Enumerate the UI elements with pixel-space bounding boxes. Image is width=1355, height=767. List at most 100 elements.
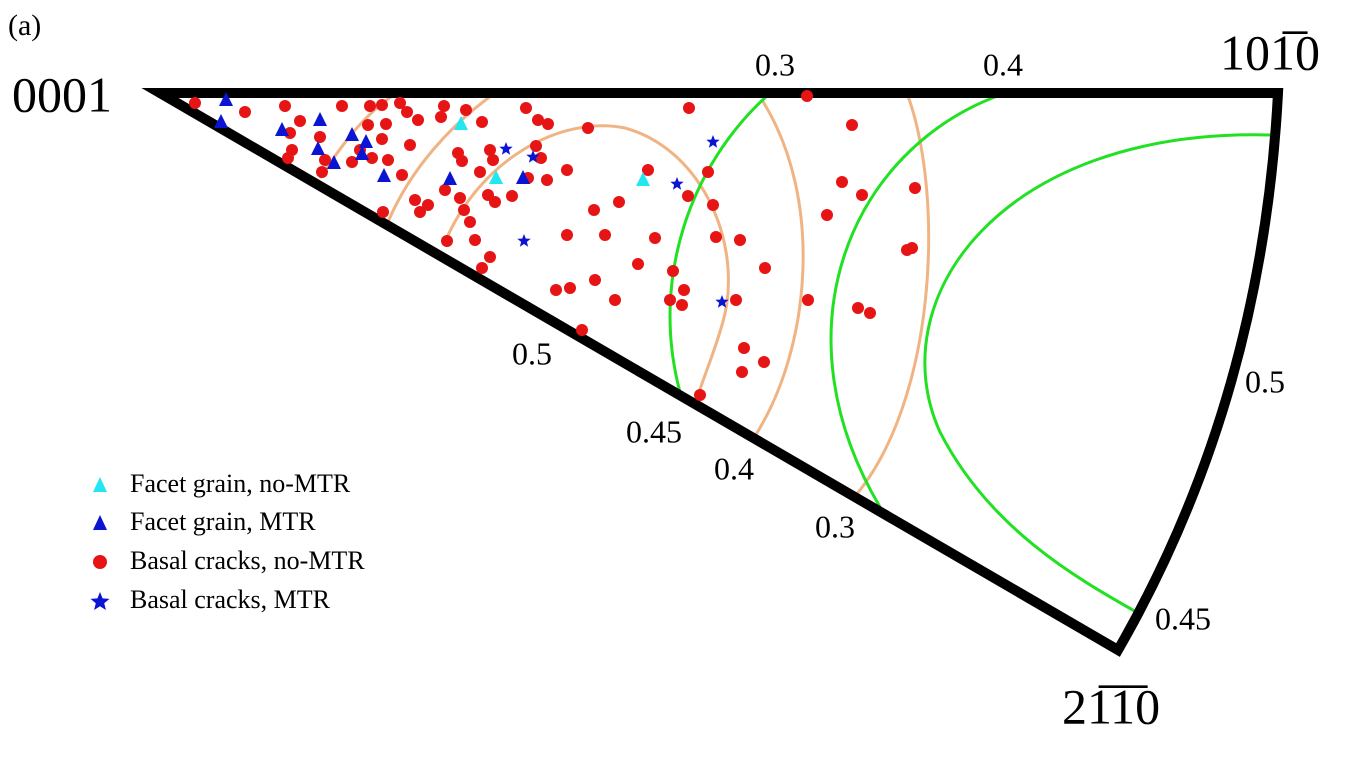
point	[476, 116, 488, 128]
point	[380, 118, 392, 130]
point	[414, 206, 426, 218]
point	[487, 154, 499, 166]
point	[683, 102, 695, 114]
contour-line	[386, 91, 496, 223]
point	[520, 102, 532, 114]
point	[469, 234, 481, 246]
contour-label: 0.4	[983, 46, 1023, 82]
contour-line	[923, 133, 1271, 615]
point	[564, 282, 576, 294]
contour-label: 0.4	[714, 450, 754, 486]
point	[376, 133, 388, 145]
point	[282, 152, 294, 164]
point	[664, 294, 676, 306]
point	[821, 209, 833, 221]
point	[412, 114, 424, 126]
triangle-outline	[141, 88, 1284, 657]
point	[489, 170, 503, 184]
point	[476, 262, 488, 274]
point	[836, 176, 848, 188]
contour-line	[443, 124, 730, 401]
legend-symbol	[93, 515, 107, 530]
point	[401, 106, 413, 118]
contour-label: 0.45	[626, 413, 682, 449]
point	[678, 284, 690, 296]
point	[409, 194, 421, 206]
point	[404, 139, 416, 151]
point	[561, 164, 573, 176]
point	[456, 155, 468, 167]
point	[376, 99, 388, 111]
point	[364, 100, 376, 112]
point	[670, 177, 684, 190]
point	[454, 116, 468, 130]
contour-line	[829, 93, 1001, 508]
point	[738, 342, 750, 354]
point	[489, 196, 501, 208]
point	[901, 244, 913, 256]
point	[715, 295, 729, 308]
point	[275, 122, 289, 136]
point	[439, 184, 451, 196]
point	[355, 146, 369, 160]
corner-label: 101̅0	[1220, 24, 1320, 80]
point	[667, 265, 679, 277]
point	[613, 196, 625, 208]
point	[377, 206, 389, 218]
point	[676, 299, 688, 311]
contour-label: 0.5	[512, 335, 552, 371]
point	[589, 274, 601, 286]
point	[706, 135, 720, 148]
point	[707, 199, 719, 211]
point	[582, 122, 594, 134]
point	[710, 231, 722, 243]
point	[758, 356, 770, 368]
point	[319, 154, 331, 166]
point	[759, 262, 771, 274]
point	[506, 190, 518, 202]
point	[460, 104, 472, 116]
contour-line	[854, 95, 931, 496]
point	[542, 118, 554, 130]
point	[438, 100, 450, 112]
point	[736, 366, 748, 378]
point	[474, 166, 486, 178]
point	[394, 97, 406, 109]
point	[316, 166, 328, 178]
point	[311, 141, 325, 155]
point	[279, 100, 291, 112]
point	[802, 294, 814, 306]
point	[530, 140, 542, 152]
point	[441, 235, 453, 247]
contour-label: 0.3	[755, 46, 795, 82]
point	[864, 307, 876, 319]
point	[801, 90, 813, 102]
legend-symbol	[90, 592, 110, 610]
contour-label: 0.45	[1155, 600, 1211, 636]
point	[516, 170, 530, 184]
point	[189, 97, 201, 109]
point	[517, 234, 531, 247]
point	[422, 199, 434, 211]
contour-label: 0.3	[815, 508, 855, 544]
point	[336, 100, 348, 112]
point	[730, 294, 742, 306]
legend-label: Facet grain, MTR	[130, 507, 316, 536]
contour-label: 0.5	[1245, 363, 1285, 399]
point	[541, 174, 553, 186]
panel-label: (a)	[8, 9, 41, 42]
legend-label: Basal cracks, no-MTR	[130, 546, 365, 575]
point	[396, 169, 408, 181]
point	[609, 294, 621, 306]
point	[909, 182, 921, 194]
point	[588, 204, 600, 216]
point	[734, 234, 746, 246]
point	[359, 134, 373, 148]
corner-label: 21̅1̅0	[1062, 678, 1160, 734]
point	[856, 189, 868, 201]
point	[561, 229, 573, 241]
contour-line	[753, 99, 805, 437]
point	[214, 114, 228, 128]
point	[435, 111, 447, 123]
